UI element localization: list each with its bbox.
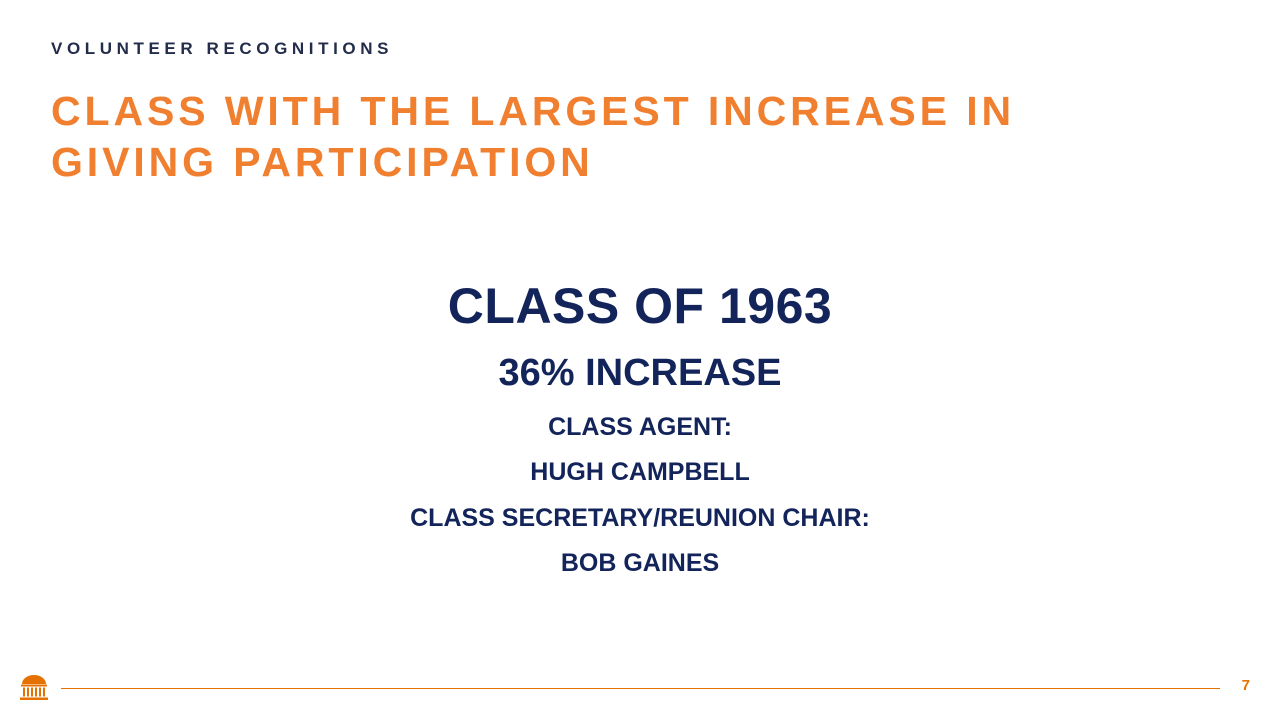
slide-title-line-2: GIVING PARTICIPATION [51,139,594,185]
class-secretary-label: CLASS SECRETARY/REUNION CHAIR: [410,504,870,532]
section-label: VOLUNTEER RECOGNITIONS [51,39,394,58]
slide-title-line-1: CLASS WITH THE LARGEST INCREASE IN [51,88,1016,134]
slide-title: CLASS WITH THE LARGEST INCREASE IN GIVIN… [51,86,1211,188]
class-secretary-name: BOB GAINES [560,549,720,577]
rotunda-icon [20,675,48,700]
increase-stat: 36% INCREASE [498,352,782,394]
footer-divider [61,688,1220,689]
class-agent-name: HUGH CAMPBELL [530,458,750,486]
class-agent-label: CLASS AGENT: [548,413,732,441]
page-number: 7 [1241,677,1250,694]
class-name: CLASS OF 1963 [447,278,833,334]
